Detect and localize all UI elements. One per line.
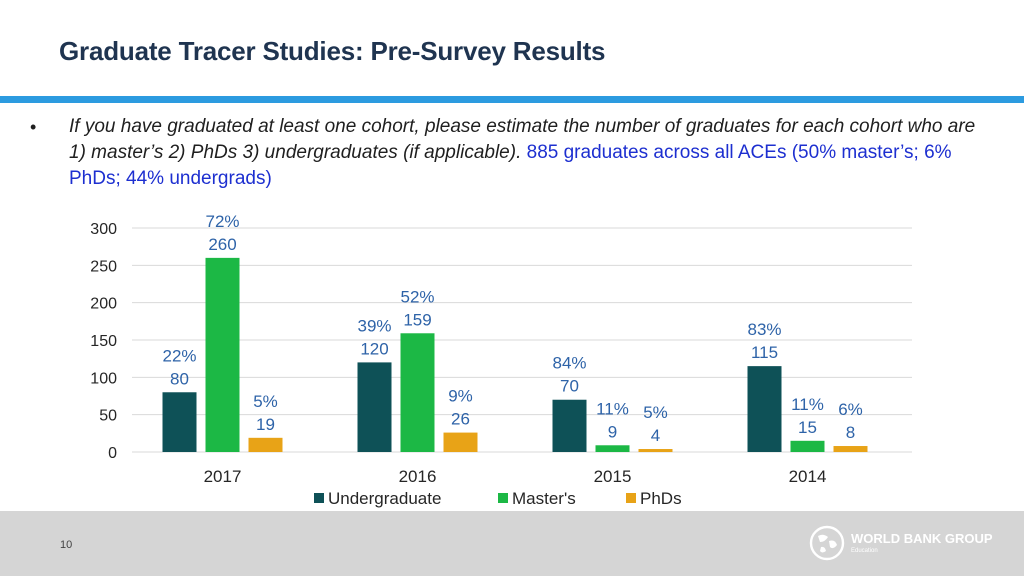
data-label-value: 15 (798, 418, 817, 437)
bullet-marker: • (30, 117, 37, 137)
x-tick-label: 2014 (789, 467, 827, 486)
data-label-percent: 6% (838, 400, 863, 419)
data-label-percent: 11% (791, 395, 824, 414)
graduates-summary: 885 graduates across all ACEs (50% maste… (69, 142, 952, 189)
bar (205, 257, 240, 452)
data-label-value: 70 (560, 377, 579, 396)
data-label-value: 80 (170, 369, 189, 388)
data-label-value: 26 (451, 410, 470, 429)
logo-subtitle: Education (851, 548, 878, 554)
data-label-value: 159 (403, 310, 431, 329)
data-label-percent: 83% (747, 320, 781, 339)
slide-title: Graduate Tracer Studies: Pre-Survey Resu… (59, 36, 606, 66)
data-label-value: 8 (846, 423, 855, 442)
y-tick-label: 200 (90, 296, 117, 313)
y-tick-label: 150 (90, 333, 117, 350)
bar (357, 362, 392, 452)
bar (552, 399, 587, 452)
data-label-percent: 9% (448, 387, 473, 406)
data-label-percent: 84% (552, 354, 586, 373)
question-text: If you have graduated at least one cohor… (69, 116, 976, 163)
y-tick-label: 300 (90, 221, 117, 238)
x-tick-label: 2015 (594, 467, 632, 486)
data-label-value: 4 (651, 426, 660, 445)
bar (747, 366, 782, 452)
footer-bar: 10 WORLD BANK GROUP Education (0, 511, 1024, 576)
survey-question: If you have graduated at least one cohor… (69, 114, 989, 192)
data-label-percent: 11% (596, 399, 629, 418)
legend-label: PhDs (640, 489, 682, 508)
bar (790, 440, 825, 452)
data-label-percent: 52% (400, 287, 434, 306)
legend-label: Master's (512, 489, 576, 508)
data-label-percent: 5% (253, 392, 278, 411)
legend-swatch (498, 493, 508, 503)
data-label-value: 9 (608, 422, 617, 441)
y-tick-label: 100 (90, 370, 117, 387)
data-label-value: 19 (256, 415, 275, 434)
logo-wordmark: WORLD BANK GROUP (851, 531, 993, 546)
y-tick-label: 250 (90, 258, 117, 275)
legend-label: Undergraduate (328, 489, 441, 508)
bar (248, 437, 283, 452)
bar (638, 449, 673, 452)
data-label-percent: 5% (643, 403, 668, 422)
x-tick-label: 2017 (204, 467, 242, 486)
graduates-bar-chart: 0 50 100 150 200 250 300 22% 80 72% 260 5% 19 2017 39%… (90, 212, 912, 508)
y-tick-label: 0 (108, 445, 117, 462)
legend-swatch (626, 493, 636, 503)
bar (162, 392, 197, 452)
legend-swatch (314, 493, 324, 503)
page-number: 10 (60, 539, 73, 551)
data-label-value: 120 (360, 339, 388, 358)
bar (595, 445, 630, 452)
data-label-percent: 22% (162, 346, 196, 365)
data-label-value: 260 (208, 235, 236, 254)
bar (400, 333, 435, 452)
bar (833, 446, 868, 452)
data-label-value: 115 (751, 343, 778, 362)
data-label-percent: 39% (357, 316, 391, 335)
x-tick-label: 2016 (399, 467, 437, 486)
bar (443, 432, 478, 452)
data-label-percent: 72% (205, 212, 239, 231)
y-tick-label: 50 (99, 408, 117, 425)
title-divider (0, 96, 1024, 103)
globe-icon (809, 525, 845, 561)
